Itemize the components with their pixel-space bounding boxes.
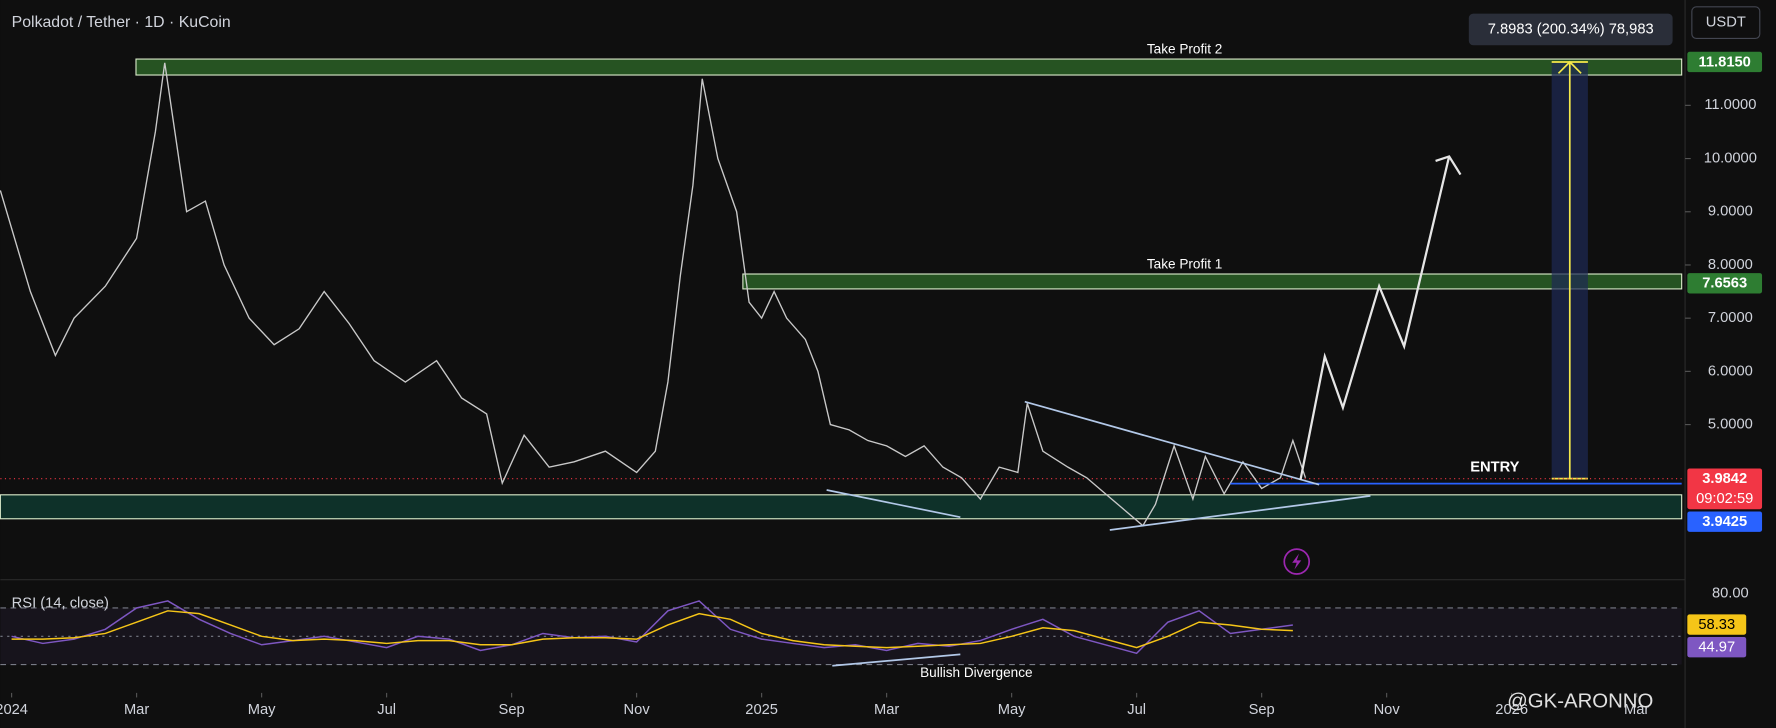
projection-arrowhead [1435, 155, 1462, 176]
price-label-box [1687, 511, 1763, 532]
divergence-line [832, 653, 961, 667]
trendline [1024, 400, 1320, 486]
rsi-value-label: 44.97 [1698, 640, 1735, 656]
x-tick-label: Nov [624, 702, 651, 718]
y-tick-label: 9.0000 [1708, 204, 1753, 220]
projection-path [1299, 156, 1451, 481]
zone [742, 273, 1683, 290]
x-tick-label: Sep [1249, 702, 1275, 718]
y-tick-label: 7.0000 [1708, 310, 1753, 326]
price-label-box [1687, 51, 1763, 73]
chart-title: Polkadot / Tether · 1D · KuCoin [12, 14, 231, 31]
rsi-value-box [1687, 636, 1747, 658]
trendline [1109, 495, 1371, 531]
y-tick-label: 6.0000 [1708, 363, 1753, 379]
entry-label: ENTRY [1470, 460, 1519, 476]
x-tick-label: Nov [1374, 702, 1401, 718]
rsi-ma-line [11, 610, 1293, 649]
price-line-series [0, 62, 1307, 527]
measure-box [1468, 13, 1673, 46]
x-tick-label: Sep [499, 702, 525, 718]
zone-label: Take Profit 1 [1147, 257, 1222, 272]
trendline [826, 489, 961, 519]
measure-label: 7.8983 (200.34%) 78,983 [1488, 21, 1654, 37]
y-tick-label: 5.0000 [1708, 416, 1753, 432]
price-label: 11.8150 [1699, 54, 1751, 70]
y-tick-label: 8.0000 [1708, 257, 1753, 273]
plot: 5.0000 6.0000 7.0000 8.0000 9.0000 10.0000 11.… [0, 13, 1763, 718]
x-tick-label: 2024 [0, 702, 28, 718]
x-tick-label: Mar [1624, 702, 1649, 718]
zone [0, 494, 1683, 520]
zone-label: Take Profit 2 [1147, 42, 1222, 57]
rsi-value-label: 58.33 [1698, 617, 1735, 633]
rsi-line [11, 600, 1293, 655]
currency: USDT [1706, 15, 1746, 31]
x-tick-label: Mar [874, 702, 899, 718]
countdown: 09:02:59 [1696, 491, 1753, 507]
rsi-value-box [1687, 614, 1747, 635]
x-tick-label: 2026 [1495, 702, 1528, 718]
rsi-title: RSI (14, close) [12, 595, 109, 611]
watermark: @GK-ARONNO [1507, 690, 1653, 712]
price-label-box [1687, 273, 1763, 294]
currency-button[interactable] [1691, 6, 1761, 40]
x-tick-label: Jul [377, 702, 396, 718]
divergence-label: Bullish Divergence [920, 665, 1032, 680]
y-tick-label: 11.0000 [1704, 97, 1756, 113]
rsi-tick-label: 80.00 [1712, 586, 1749, 602]
zone [135, 58, 1683, 76]
x-tick-label: Jul [1127, 702, 1146, 718]
price-label-box [1687, 468, 1763, 510]
price-label: 3.9425 [1702, 514, 1747, 530]
x-tick-label: Mar [124, 702, 149, 718]
x-tick-label: 2025 [745, 702, 778, 718]
x-tick-label: May [248, 702, 276, 718]
price-label: 7.6563 [1702, 276, 1747, 292]
alert-icon[interactable] [1283, 548, 1311, 575]
price-label: 3.9842 [1702, 471, 1747, 487]
x-tick-label: May [998, 702, 1026, 718]
y-tick-label: 10.0000 [1704, 150, 1757, 166]
